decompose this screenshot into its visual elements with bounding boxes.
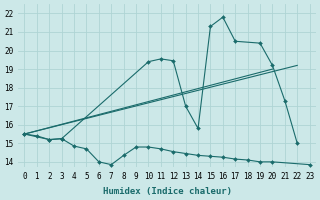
X-axis label: Humidex (Indice chaleur): Humidex (Indice chaleur) — [102, 187, 232, 196]
